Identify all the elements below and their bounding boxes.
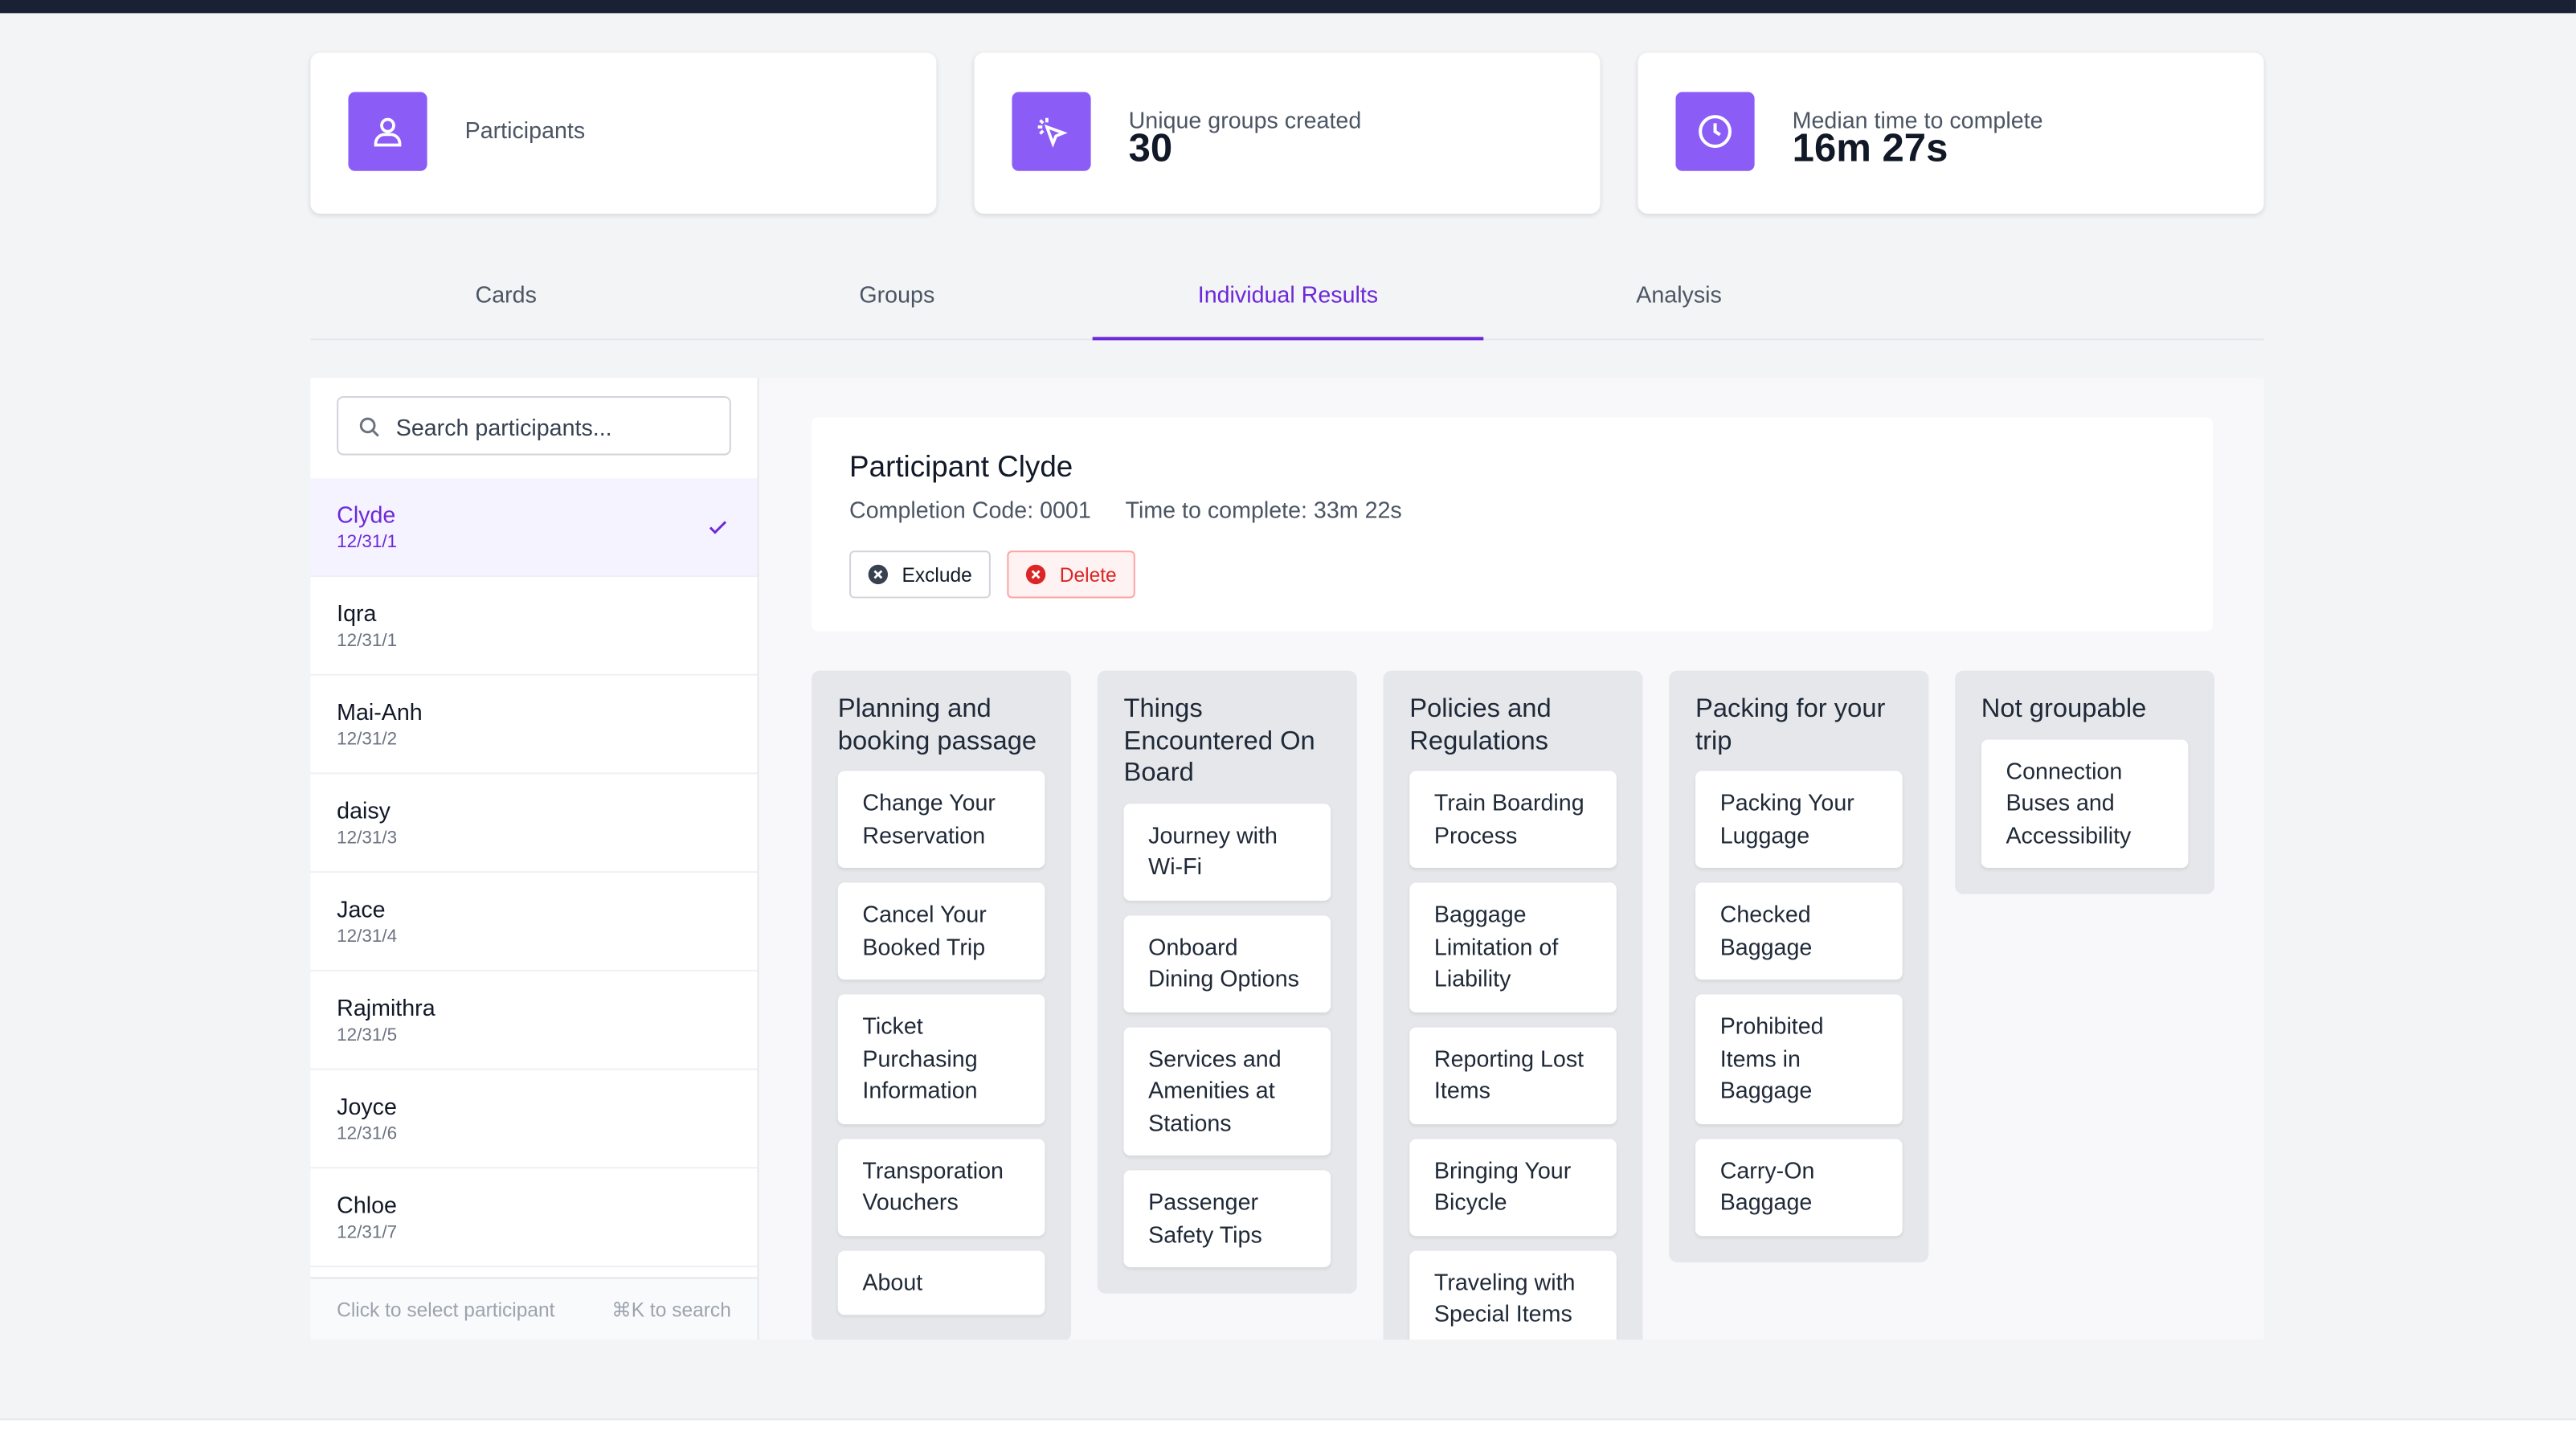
participant-date: 12/31/1 (337, 631, 398, 652)
participant-name: Mai-Anh (337, 698, 423, 726)
exclude-button[interactable]: Exclude (849, 550, 991, 599)
check-icon (709, 521, 727, 534)
participant-row[interactable]: Rajmithra 12/31/5 (310, 971, 758, 1070)
stat-card: Median time to complete 16m 27s (1638, 52, 2264, 214)
tab[interactable]: Analysis (1636, 280, 1722, 308)
participant-name: Jace (337, 895, 386, 922)
card: Connection Buses and Accessibility (1981, 738, 2189, 869)
participant-row[interactable]: Mai-Anh 12/31/2 (310, 676, 758, 775)
card: Transporation Vouchers (837, 1138, 1045, 1236)
participant-row[interactable]: Clyde 12/31/1 (310, 478, 758, 577)
participant-name: Rajmithra (337, 994, 435, 1021)
delete-button[interactable]: Delete (1007, 550, 1135, 599)
group-column: Policies and Regulations Train Boarding P… (1383, 670, 1643, 1340)
tabs: Cards Groups Individual Results Analysis (310, 263, 2264, 341)
card: Cancel Your Booked Trip (837, 882, 1045, 980)
participant-name: Iqra (337, 599, 377, 627)
footer-shortcut: ⌘K to search (611, 1298, 731, 1322)
bottom-bar (0, 1418, 2576, 1448)
stat-label: Participants (464, 117, 586, 143)
card: Carry-On Baggage (1695, 1138, 1903, 1236)
button-label: Delete (1059, 562, 1117, 587)
card: Ticket Purchasing Information (837, 994, 1045, 1124)
stat-card: Participants (310, 52, 937, 214)
top-bar (0, 0, 2576, 14)
card: Onboard Dining Options (1123, 914, 1331, 1012)
participant-row[interactable]: Chloe 12/31/7 (310, 1168, 758, 1268)
stat-label: Median time to complete (1792, 106, 2043, 133)
participant-date: 12/31/1 (337, 532, 398, 553)
tab[interactable]: Groups (859, 280, 935, 308)
card: Passenger Safety Tips (1123, 1170, 1331, 1268)
participant-name: Clyde (337, 501, 396, 528)
search-box[interactable]: Search participants... (337, 395, 731, 456)
list-footer: Click to select participant ⌘K to search (310, 1277, 758, 1340)
participant-panel: Search participants... Clyde 12/31/1 Iqra 1… (310, 378, 759, 1340)
card: Change Your Reservation (837, 771, 1045, 869)
results-panel: Participant Clyde Completion Code: 0001 … (758, 378, 2264, 1340)
card: About (837, 1250, 1045, 1315)
stat-value: 16m 27s (1792, 126, 1948, 171)
footer-hint: Click to select participant (337, 1298, 555, 1322)
card: Journey with Wi-Fi (1123, 803, 1331, 900)
group-column: Planning and booking passage Change Your … (812, 670, 1072, 1340)
group-name: Things Encountered On Board (1123, 695, 1315, 787)
card: Train Boarding Process (1409, 771, 1617, 869)
stat-icon (1012, 92, 1091, 171)
group-column: Not groupable Connection Buses and Access… (1955, 670, 2215, 894)
participant-row[interactable]: Iqra 12/31/1 (310, 577, 758, 676)
card: Prohibited Items in Baggage (1695, 994, 1903, 1124)
card: Reporting Lost Items (1409, 1026, 1617, 1124)
card: Baggage Limitation of Liability (1409, 882, 1617, 1012)
stat-value: 30 (1128, 126, 1173, 171)
participant-date: 12/31/6 (337, 1124, 398, 1144)
search-placeholder: Search participants... (395, 414, 612, 441)
group-column: Things Encountered On Board Journey with … (1097, 670, 1357, 1294)
group-name: Planning and booking passage (837, 695, 1037, 755)
card: Checked Baggage (1695, 882, 1903, 980)
participant-row[interactable]: Jace 12/31/4 (310, 873, 758, 971)
participant-date: 12/31/4 (337, 926, 398, 947)
participant-title: Participant Clyde (849, 450, 1073, 484)
completion-time: Time to complete: 33m 22s (1125, 496, 1402, 523)
tab[interactable]: Cards (475, 280, 537, 308)
tab-active[interactable]: Individual Results (1092, 263, 1484, 341)
participant-list: Clyde 12/31/1 Iqra 12/31/1 Mai-Anh 12/31/2 dai… (310, 478, 758, 1268)
participant-row[interactable]: Joyce 12/31/6 (310, 1070, 758, 1169)
participant-detail: Participant Clyde Completion Code: 0001 … (812, 417, 2214, 632)
participant-date: 12/31/7 (337, 1222, 398, 1243)
group-name: Not groupable (1981, 695, 2147, 724)
stat-label: Unique groups created (1128, 106, 1362, 133)
stat-icon (348, 92, 427, 171)
participant-date: 12/31/3 (337, 828, 398, 849)
group-name: Packing for your trip (1695, 695, 1886, 755)
card: Services and Amenities at Stations (1123, 1026, 1331, 1156)
participant-row[interactable]: daisy 12/31/3 (310, 774, 758, 873)
group-column: Packing for your trip Packing Your Luggag… (1669, 670, 1929, 1262)
participant-date: 12/31/5 (337, 1025, 398, 1045)
participant-name: Chloe (337, 1191, 397, 1218)
participant-date: 12/31/2 (337, 730, 398, 750)
group-columns: Planning and booking passage Change Your … (812, 670, 2215, 1340)
card: Packing Your Luggage (1695, 771, 1903, 869)
group-name: Policies and Regulations (1409, 695, 1552, 755)
participant-name: daisy (337, 797, 390, 824)
completion-code: Completion Code: 0001 (849, 496, 1091, 523)
stat-card: Unique groups created 30 (974, 52, 1601, 214)
stat-icon (1675, 92, 1755, 171)
card: Bringing Your Bicycle (1409, 1138, 1617, 1236)
participant-name: Joyce (337, 1093, 397, 1119)
card: Traveling with Special Items (1409, 1250, 1617, 1340)
button-label: Exclude (902, 562, 972, 587)
